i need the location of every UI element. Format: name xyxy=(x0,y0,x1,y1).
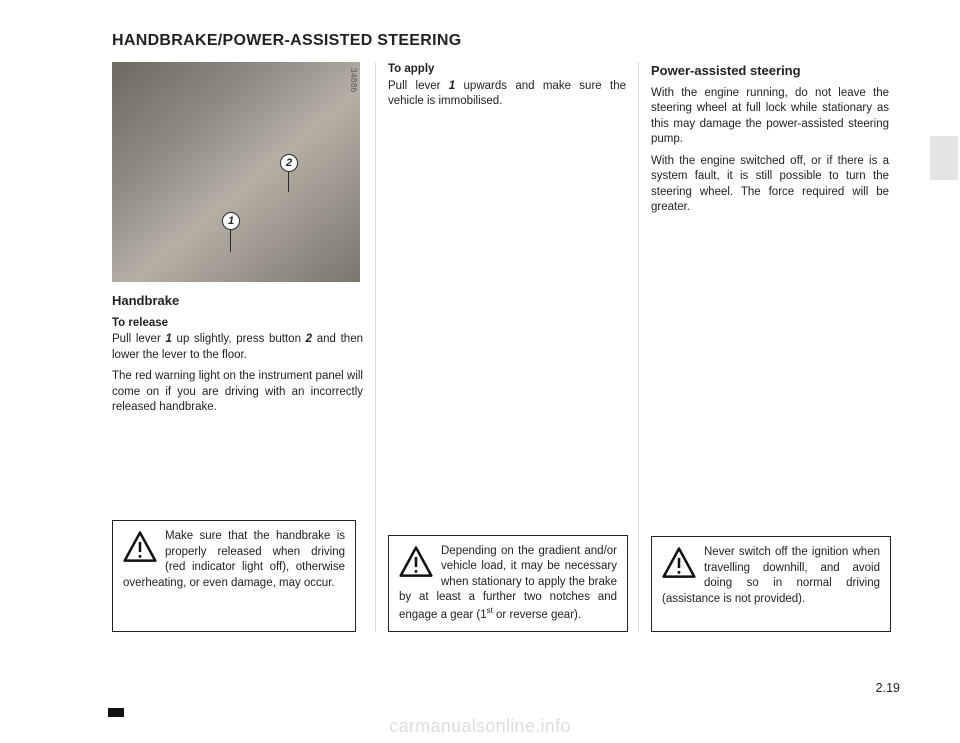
callout-1: 1 xyxy=(222,212,240,230)
handbrake-photo: 34886 2 1 xyxy=(112,62,360,282)
thumb-tab xyxy=(930,136,958,180)
text: Pull lever xyxy=(388,80,449,92)
text: up slightly, press button xyxy=(172,333,306,345)
to-apply-body: Pull lever 1 upwards and make sure the v… xyxy=(388,79,626,110)
to-release-body: Pull lever 1 up slightly, press button 2… xyxy=(112,332,363,363)
to-apply-heading: To apply xyxy=(388,62,626,78)
warning-box-2: Depending on the gradient and/or vehicle… xyxy=(388,535,628,632)
pas-p2: With the engine switched off, or if ther… xyxy=(651,154,889,216)
pas-p1: With the engine running, do not leave th… xyxy=(651,86,889,148)
pas-heading: Power-assisted steering xyxy=(651,62,889,80)
callout-2-leader xyxy=(288,172,289,192)
manual-page: HANDBRAKE/POWER-ASSISTED STEERING 34886 … xyxy=(0,0,960,743)
warning-text-2b: or reverse gear). xyxy=(493,608,581,620)
warning-icon xyxy=(123,530,157,564)
to-release-heading: To release xyxy=(112,316,363,332)
text: Pull lever xyxy=(112,333,165,345)
callout-2: 2 xyxy=(280,154,298,172)
warning-icon xyxy=(399,545,433,579)
page-number: 2.19 xyxy=(876,681,900,695)
photo-ref-number: 34886 xyxy=(347,68,358,93)
handbrake-heading: Handbrake xyxy=(112,292,363,310)
page-title: HANDBRAKE/POWER-ASSISTED STEERING xyxy=(112,32,904,50)
callout-1-leader xyxy=(230,230,231,252)
warning-icon xyxy=(662,546,696,580)
warning-box-3: Never switch off the igni­tion when trav… xyxy=(651,536,891,632)
warning-box-1: Make sure that the hand­brake is properl… xyxy=(112,520,356,632)
watermark: carmanualsonline.info xyxy=(389,716,570,737)
to-release-body-2: The red warning light on the instrument … xyxy=(112,369,363,416)
column-2: To apply Pull lever 1 upwards and make s… xyxy=(375,62,638,632)
content-columns: 34886 2 1 Handbrake To release Pull leve… xyxy=(112,62,904,632)
column-3: Power-assisted steering With the engine … xyxy=(638,62,901,632)
column-1: 34886 2 1 Handbrake To release Pull leve… xyxy=(112,62,375,632)
footer-mark xyxy=(108,708,124,717)
